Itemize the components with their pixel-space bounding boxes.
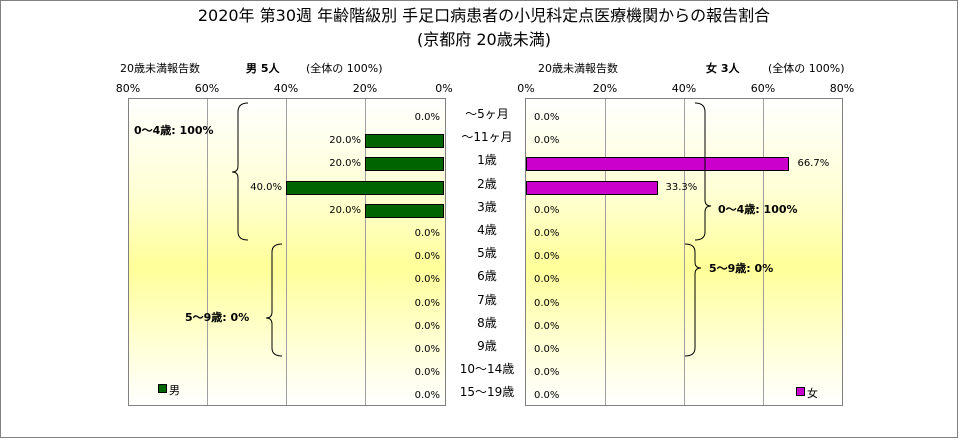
male-bar [365, 157, 444, 172]
male-value-label: 20.0% [329, 158, 361, 170]
age-label: 3歳 [477, 199, 497, 214]
female-value-label: 0.0% [534, 320, 560, 332]
female-bar [526, 180, 658, 195]
age-label: 1歳 [477, 153, 497, 168]
age-label: 15～19歳 [459, 385, 515, 400]
female-value-label: 0.0% [534, 344, 560, 355]
female-tick-label: 80% [829, 82, 855, 95]
female-note-5-9: 5～9歳: 0% [709, 262, 774, 275]
male-header-note: (全体の 100%) [306, 62, 383, 75]
female-legend-swatch [796, 387, 805, 396]
male-value-label: 0.0% [414, 367, 440, 379]
age-label: 2歳 [477, 176, 497, 191]
age-label: 6歳 [477, 269, 497, 284]
female-value-label: 0.0% [534, 367, 560, 379]
male-gridline [365, 99, 366, 405]
male-header-label: 20歳未満報告数 [120, 62, 200, 75]
male-gridline [286, 99, 287, 405]
age-label: 7歳 [477, 292, 497, 307]
male-value-label: 0.0% [414, 251, 440, 263]
female-tick-label: 40% [671, 82, 697, 95]
male-bar [365, 134, 444, 149]
male-bar [286, 180, 444, 195]
chart-title: 2020年 第30週 年齢階級別 手足口病患者の小児科定点医療機関からの報告割合 [197, 6, 771, 25]
female-value-label: 0.0% [534, 251, 560, 263]
female-value-label: 0.0% [534, 112, 560, 123]
male-note-0-4: 0～4歳: 100% [134, 124, 214, 137]
male-value-label: 0.0% [414, 320, 440, 332]
male-bar [365, 203, 444, 218]
female-bar [526, 157, 790, 172]
female-header-count: 女 3人 [706, 62, 739, 76]
female-tick-label: 20% [592, 82, 618, 95]
chart-subtitle: (京都府 20歳未満) [417, 30, 551, 49]
female-gridline [763, 99, 764, 405]
female-header-label: 20歳未満報告数 [538, 62, 618, 75]
male-legend-swatch [158, 384, 167, 393]
age-label: ～11ヶ月 [461, 130, 513, 145]
female-value-label: 0.0% [534, 297, 560, 309]
male-tick-label: 60% [194, 82, 220, 95]
female-gridline [605, 99, 606, 405]
male-value-label: 0.0% [414, 112, 440, 123]
age-label: ～5ヶ月 [465, 107, 509, 121]
chart-frame [0, 0, 958, 438]
female-header-note: (全体の 100%) [768, 62, 845, 75]
male-tick-label: 80% [115, 82, 141, 95]
male-plot-area [128, 98, 446, 406]
female-tick-label: 0% [517, 82, 535, 95]
male-value-label: 0.0% [414, 274, 440, 286]
female-value-label: 66.7% [797, 158, 830, 170]
female-value-label: 0.0% [534, 228, 560, 239]
female-value-label: 0.0% [534, 274, 560, 286]
age-label: 4歳 [477, 223, 497, 237]
age-label: 10～14歳 [459, 362, 515, 377]
female-legend-label: 女 [807, 387, 818, 400]
male-legend: 男 [158, 384, 180, 397]
female-tick-label: 60% [750, 82, 776, 95]
male-value-label: 20.0% [329, 135, 361, 147]
male-tick-label: 40% [273, 82, 299, 95]
female-note-0-4: 0～4歳: 100% [718, 203, 798, 216]
age-label: 8歳 [477, 315, 497, 330]
male-value-label: 40.0% [250, 181, 282, 193]
male-value-label: 0.0% [414, 297, 440, 309]
male-value-label: 0.0% [414, 390, 440, 402]
male-tick-label: 0% [435, 82, 453, 95]
female-legend: 女 [796, 387, 818, 400]
male-gridline [207, 99, 208, 405]
male-header-count: 男 5人 [246, 62, 279, 76]
male-note-5-9: 5～9歳: 0% [185, 311, 250, 324]
male-legend-label: 男 [169, 384, 180, 397]
female-value-label: 0.0% [534, 390, 560, 402]
male-value-label: 20.0% [329, 204, 361, 216]
female-value-label: 0.0% [534, 135, 560, 147]
male-count: 男 5人 [246, 62, 280, 75]
female-gridline [684, 99, 685, 405]
male-value-label: 0.0% [414, 344, 440, 355]
female-value-label: 0.0% [534, 204, 560, 216]
female-value-label: 33.3% [665, 181, 698, 193]
age-label: 5歳 [477, 246, 497, 261]
male-value-label: 0.0% [414, 228, 440, 239]
male-tick-label: 20% [352, 82, 378, 95]
female-count: 女 3人 [706, 62, 740, 75]
age-label: 9歳 [477, 339, 497, 353]
